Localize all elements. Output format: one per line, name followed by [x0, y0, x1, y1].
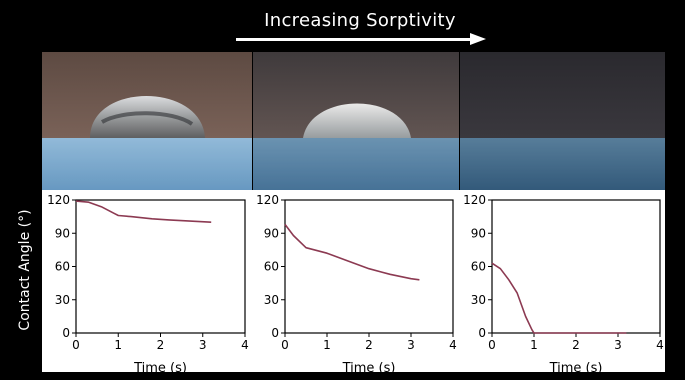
- x-axis-label: Time (s): [549, 361, 603, 376]
- y-tick-label: 90: [264, 226, 279, 240]
- x-tick-label: 3: [614, 338, 622, 352]
- x-tick-label: 4: [449, 338, 457, 352]
- x-tick-label: 0: [72, 338, 80, 352]
- x-tick-label: 1: [114, 338, 122, 352]
- chart-2: 0 30 60 90 120 0 1 2 3 4 Time (s): [256, 193, 457, 376]
- y-tick-label: 60: [471, 260, 486, 274]
- chart-frame: [284, 199, 454, 334]
- y-tick-label: 90: [55, 226, 70, 240]
- y-tick-label: 60: [55, 260, 70, 274]
- x-tick-label: 2: [572, 338, 580, 352]
- chart-frame: [491, 199, 661, 334]
- x-axis-label: Time (s): [342, 361, 396, 376]
- droplet-photo-1: [42, 52, 252, 190]
- y-tick-label: 120: [47, 193, 70, 207]
- x-tick-label: 2: [157, 338, 165, 352]
- arrow-right-icon: [470, 33, 486, 45]
- plots-background: [42, 190, 665, 372]
- y-tick-label: 30: [264, 293, 279, 307]
- y-tick-label: 0: [478, 326, 486, 340]
- x-tick-label: 4: [241, 338, 249, 352]
- x-tick-label: 1: [530, 338, 538, 352]
- x-tick-label: 0: [488, 338, 496, 352]
- y-tick-label: 0: [62, 326, 70, 340]
- chart-1: 0 30 60 90 120 0 1 2 3 4 Time (s): [47, 193, 249, 376]
- droplet-photo-3: [460, 52, 665, 190]
- x-axis-label: Time (s): [133, 361, 187, 376]
- series-line: [284, 223, 420, 281]
- x-tick-label: 0: [281, 338, 289, 352]
- figure-title: Increasing Sorptivity: [264, 10, 456, 31]
- increasing-arrow-line: [236, 38, 472, 41]
- series-line: [75, 200, 212, 223]
- chart-3: 0 30 60 90 120 0 1 2 3 4 Time (s): [463, 193, 664, 376]
- y-tick-label: 30: [471, 293, 486, 307]
- x-tick-label: 1: [323, 338, 331, 352]
- y-tick-label: 60: [264, 260, 279, 274]
- y-tick-label: 90: [471, 226, 486, 240]
- y-tick-label: 0: [271, 326, 279, 340]
- x-tick-label: 3: [407, 338, 415, 352]
- x-tick-label: 4: [656, 338, 664, 352]
- y-tick-label: 30: [55, 293, 70, 307]
- series-line: [491, 262, 627, 334]
- y-tick-label: 120: [463, 193, 486, 207]
- y-tick-label: 120: [256, 193, 279, 207]
- x-tick-label: 2: [365, 338, 373, 352]
- x-tick-label: 3: [199, 338, 207, 352]
- droplet-photo-2: [253, 52, 459, 190]
